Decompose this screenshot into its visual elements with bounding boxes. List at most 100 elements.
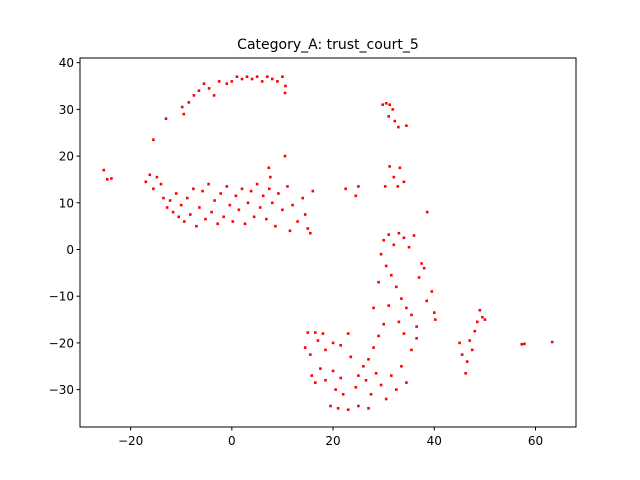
data-point (231, 220, 235, 223)
data-point (364, 379, 368, 382)
data-point (201, 189, 204, 193)
data-point (281, 75, 284, 78)
y-axis: −30 −20 −10 0 10 20 30 40 (49, 56, 80, 397)
data-point (197, 89, 201, 92)
data-point (311, 189, 315, 193)
data-point (483, 318, 487, 321)
data-point (306, 227, 310, 230)
data-point (407, 245, 411, 249)
data-point (174, 192, 178, 195)
y-tick-label: −20 (49, 336, 74, 350)
data-point (217, 80, 221, 83)
data-point (379, 252, 383, 256)
data-point (155, 175, 159, 179)
data-point (334, 388, 337, 391)
data-point (250, 77, 254, 81)
data-point (357, 404, 360, 408)
data-point (425, 210, 429, 214)
data-point (344, 187, 347, 191)
data-point (219, 192, 222, 195)
data-point (164, 117, 168, 120)
data-point (372, 346, 375, 349)
data-point (192, 94, 196, 97)
y-tick-label: 20 (59, 150, 74, 164)
data-point (225, 82, 229, 85)
data-point (405, 306, 408, 310)
data-point (464, 372, 467, 375)
data-point (303, 213, 307, 216)
data-point (234, 194, 238, 198)
data-point (382, 238, 385, 242)
data-point (392, 175, 396, 179)
y-tick-label: −10 (49, 290, 74, 304)
data-point (405, 124, 408, 127)
data-point (473, 329, 477, 333)
data-point (357, 374, 360, 377)
data-point (339, 344, 342, 347)
x-axis: −20 0 20 40 60 (118, 427, 543, 448)
data-point (384, 397, 388, 401)
data-point (240, 187, 244, 191)
data-point (393, 119, 397, 123)
data-point (283, 91, 287, 95)
data-point (520, 343, 524, 346)
x-tick-label: −20 (118, 434, 143, 448)
data-point (261, 194, 265, 198)
y-tick-label: −30 (49, 383, 74, 397)
data-point (309, 353, 312, 356)
data-point (395, 388, 398, 391)
data-point (478, 308, 482, 312)
data-point (434, 318, 437, 321)
data-point (246, 201, 250, 205)
data-point (183, 220, 186, 223)
data-point (382, 322, 385, 326)
data-point (195, 224, 198, 228)
data-point (377, 334, 380, 338)
data-point (152, 187, 155, 191)
data-point (177, 215, 180, 219)
data-point (396, 185, 400, 188)
data-point (309, 231, 312, 235)
data-point (422, 266, 426, 270)
data-point (430, 290, 434, 293)
data-point (369, 393, 373, 396)
data-point (110, 177, 113, 180)
data-point (460, 353, 464, 356)
data-point (277, 192, 280, 195)
data-point (392, 243, 396, 247)
data-point (476, 320, 479, 324)
data-point (387, 115, 390, 118)
y-tick-label: 30 (59, 103, 74, 117)
data-point (417, 276, 421, 279)
data-point (314, 331, 317, 334)
data-point (249, 189, 253, 193)
data-point (384, 102, 388, 105)
data-point (383, 185, 387, 188)
data-point (213, 199, 216, 202)
data-point (255, 182, 259, 186)
y-tick-label: 40 (59, 56, 74, 70)
data-point (481, 315, 484, 319)
data-point (468, 339, 471, 342)
data-point (187, 101, 191, 104)
data-point (310, 374, 314, 377)
data-point (381, 103, 384, 106)
data-point (336, 407, 340, 410)
data-point (331, 341, 335, 345)
data-point (186, 196, 189, 200)
data-point (388, 103, 391, 106)
data-point (255, 75, 259, 78)
data-point (339, 376, 342, 380)
data-point (303, 346, 307, 349)
data-point (276, 80, 279, 83)
data-point (402, 180, 406, 184)
x-tick-label: 0 (228, 434, 236, 448)
data-point (402, 332, 406, 335)
data-point (367, 358, 370, 361)
data-point (357, 185, 360, 188)
data-point (319, 367, 322, 370)
data-point (341, 393, 345, 396)
data-point (202, 82, 206, 85)
data-point (284, 84, 287, 88)
data-point (415, 325, 418, 328)
